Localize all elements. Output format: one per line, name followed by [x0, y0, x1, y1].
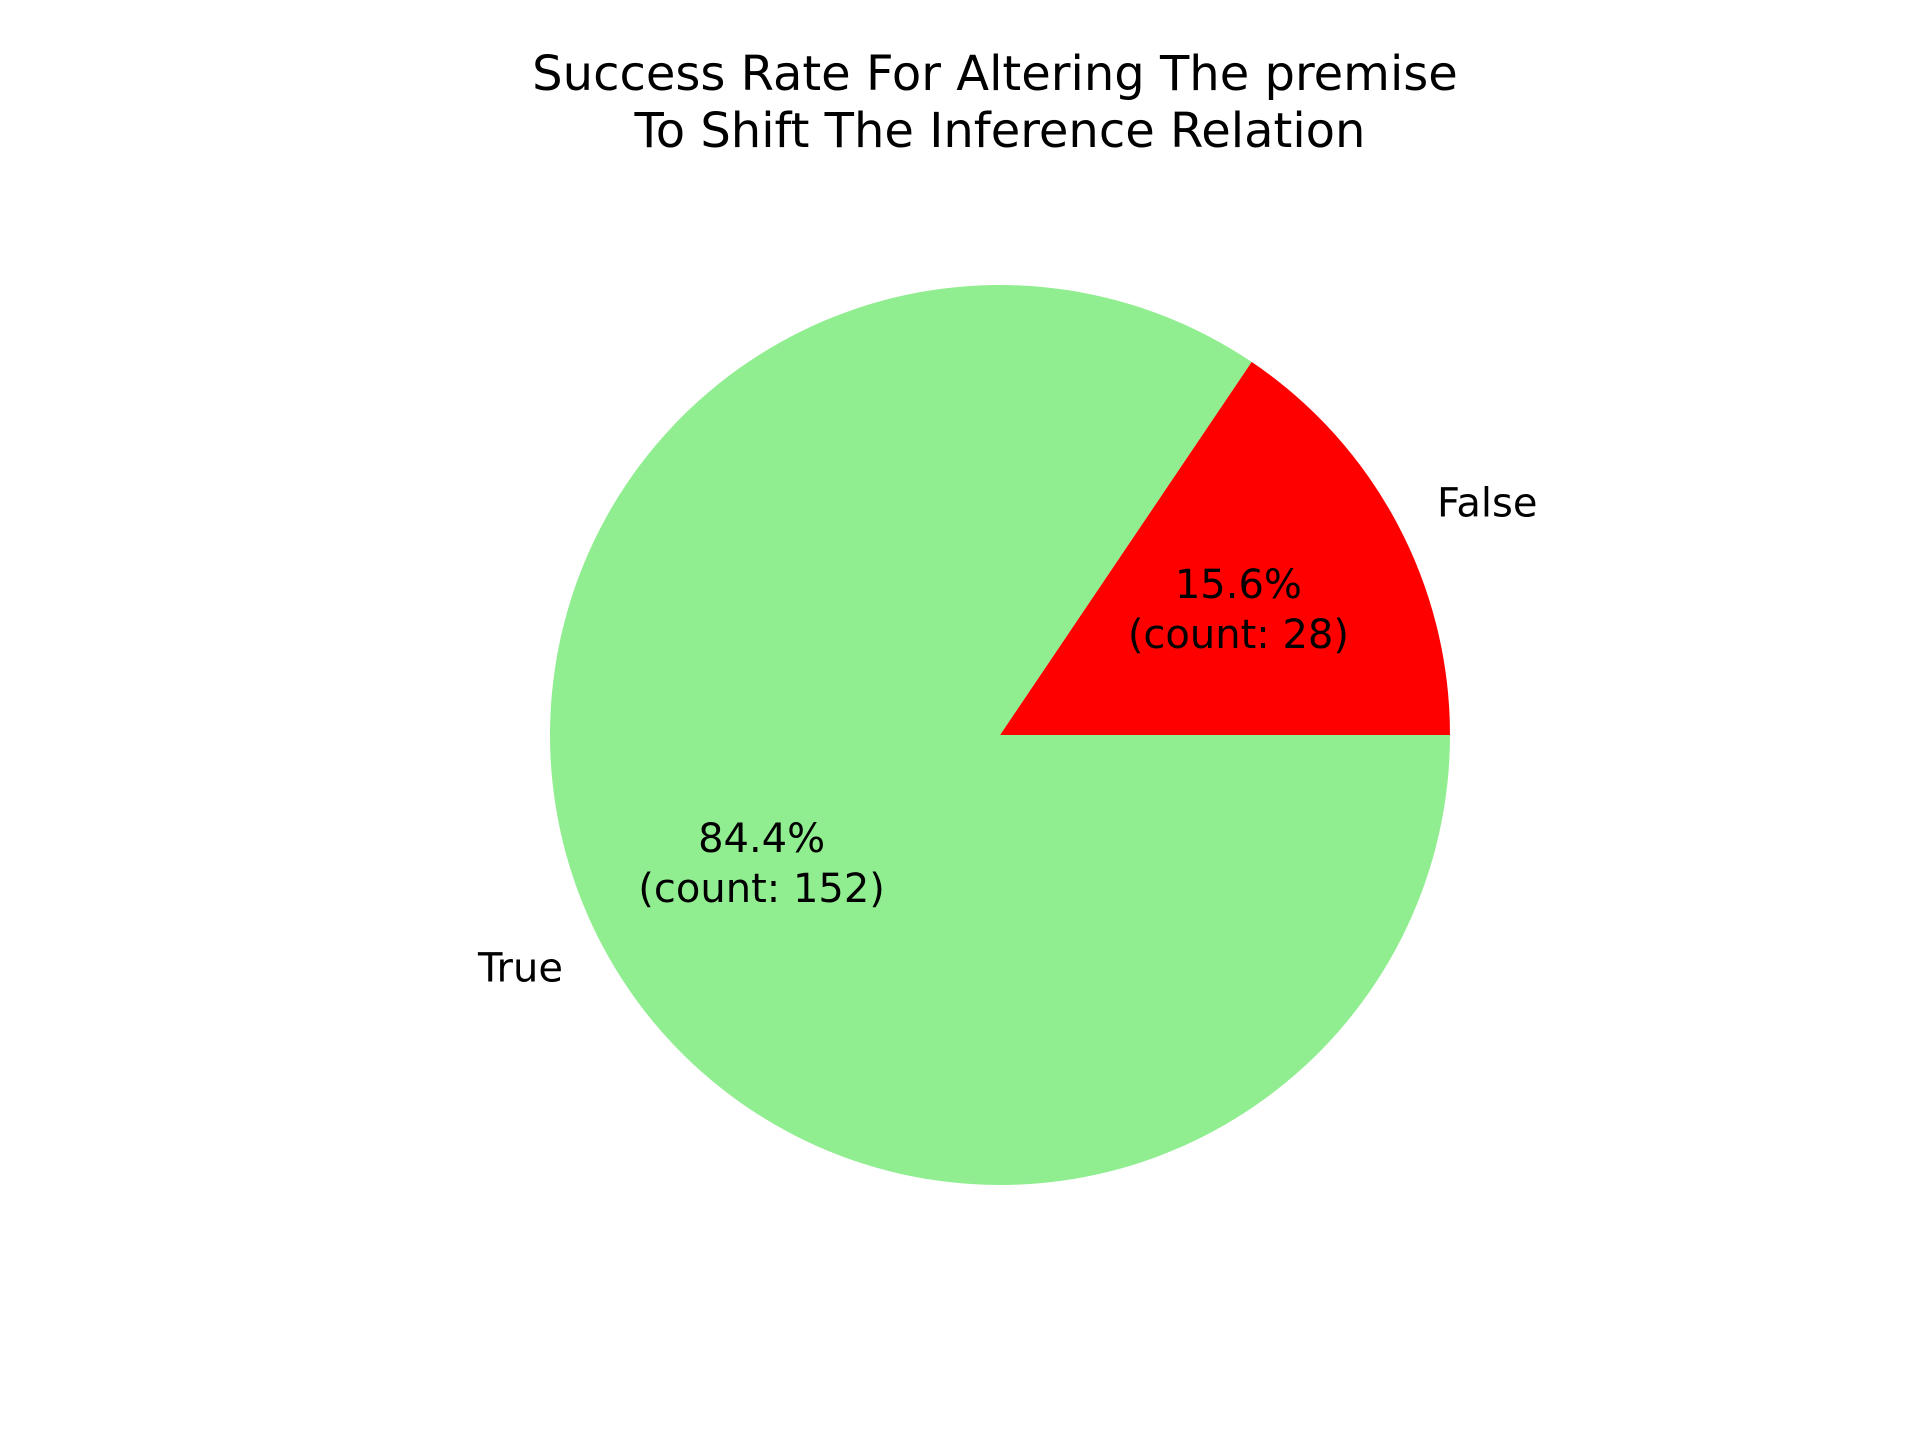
pie-labels: False 15.6%(count: 28) True 84.4%(count: 15…	[477, 481, 1538, 992]
slice-label-true: True	[477, 945, 563, 991]
slice-count-true: (count: 152)	[638, 866, 885, 912]
slice-count-false: (count: 28)	[1128, 612, 1349, 658]
chart-title-line-2: To Shift The Inference Relation	[634, 103, 1366, 159]
slice-label-false: False	[1437, 481, 1537, 527]
slice-percent-false: 15.6%	[1175, 562, 1302, 608]
chart-title: Success Rate For Altering The premise To…	[532, 46, 1458, 159]
pie-slice-false	[1000, 361, 1450, 735]
pie-slices	[550, 285, 1450, 1186]
slice-percent-true: 84.4%	[698, 816, 825, 862]
chart-title-line-1: Success Rate For Altering The premise	[532, 46, 1458, 102]
pie-slice-true	[550, 285, 1450, 1186]
